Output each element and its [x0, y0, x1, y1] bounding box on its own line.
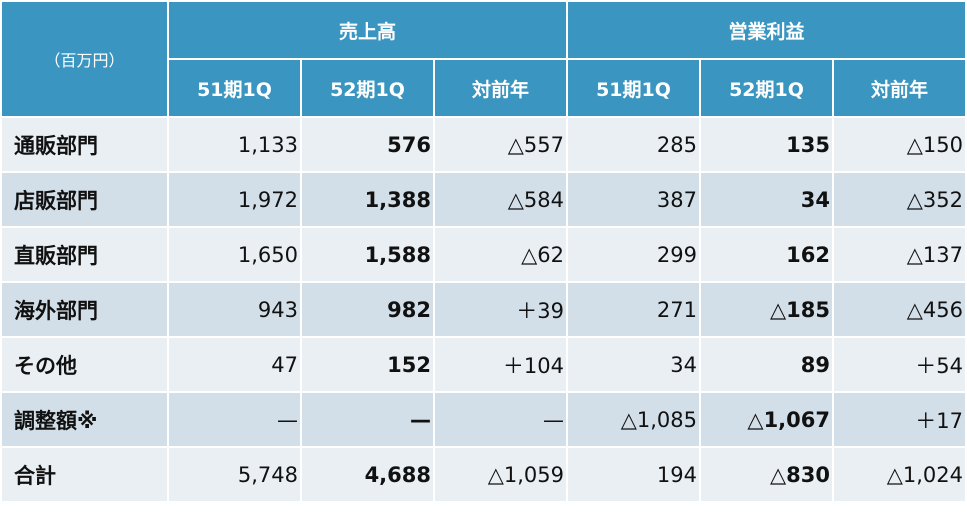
cell: 387 [568, 173, 699, 226]
table-body: 通販部門 1,133 576 △557 285 135 △150 店販部門 1,972 1,388… [2, 118, 965, 501]
row-label: 合計 [2, 448, 167, 501]
cell: ＋54 [834, 338, 965, 391]
data-row: 調整額※ — — — △1,085 △1,067 ＋17 [2, 393, 965, 446]
group-header: 営業利益 [568, 2, 965, 58]
cell: 4,688 [302, 448, 433, 501]
cell: 982 [302, 283, 433, 336]
column-header: 対前年 [435, 60, 566, 116]
column-header: 51期1Q [169, 60, 300, 116]
cell: △557 [435, 118, 566, 171]
cell: △1,067 [701, 393, 832, 446]
cell: 162 [701, 228, 832, 281]
data-row: 海外部門 943 982 ＋39 271 △185 △456 [2, 283, 965, 336]
column-header: 51期1Q [568, 60, 699, 116]
data-row: 合計 5,748 4,688 △1,059 194 △830 △1,024 [2, 448, 965, 501]
header-row: （百万円） 売上高 営業利益 [2, 2, 965, 116]
row-label: 通販部門 [2, 118, 167, 171]
cell: — [435, 393, 566, 446]
cell: 152 [302, 338, 433, 391]
cell: 299 [568, 228, 699, 281]
cell: △1,059 [435, 448, 566, 501]
cell: 1,133 [169, 118, 300, 171]
group-header: 売上高 [169, 2, 566, 58]
cell: 576 [302, 118, 433, 171]
cell: △185 [701, 283, 832, 336]
cell: 47 [169, 338, 300, 391]
data-row: 店販部門 1,972 1,388 △584 387 34 △352 [2, 173, 965, 226]
cell: △1,085 [568, 393, 699, 446]
cell: 1,388 [302, 173, 433, 226]
cell: 34 [568, 338, 699, 391]
row-label: 直販部門 [2, 228, 167, 281]
cell: 1,650 [169, 228, 300, 281]
cell: ＋104 [435, 338, 566, 391]
data-row: 通販部門 1,133 576 △557 285 135 △150 [2, 118, 965, 171]
cell: 5,748 [169, 448, 300, 501]
cell: △150 [834, 118, 965, 171]
unit-label: （百万円） [2, 2, 167, 116]
cell: △456 [834, 283, 965, 336]
cell: 89 [701, 338, 832, 391]
cell: △584 [435, 173, 566, 226]
cell: △1,024 [834, 448, 965, 501]
cell: 34 [701, 173, 832, 226]
cell: — [302, 393, 433, 446]
cell: 1,588 [302, 228, 433, 281]
cell: ＋39 [435, 283, 566, 336]
cell: 194 [568, 448, 699, 501]
cell: △137 [834, 228, 965, 281]
data-row: 直販部門 1,650 1,588 △62 299 162 △137 [2, 228, 965, 281]
header-row: 51期1Q 52期1Q 対前年 51期1Q 52期1Q 対前年 [2, 60, 965, 116]
cell: △62 [435, 228, 566, 281]
column-header: 対前年 [834, 60, 965, 116]
cell: △352 [834, 173, 965, 226]
row-label: 店販部門 [2, 173, 167, 226]
row-label: 海外部門 [2, 283, 167, 336]
cell: 271 [568, 283, 699, 336]
data-row: その他 47 152 ＋104 34 89 ＋54 [2, 338, 965, 391]
row-label: 調整額※ [2, 393, 167, 446]
column-header: 52期1Q [302, 60, 433, 116]
cell: 135 [701, 118, 832, 171]
cell: ＋17 [834, 393, 965, 446]
cell: — [169, 393, 300, 446]
cell: △830 [701, 448, 832, 501]
cell: 285 [568, 118, 699, 171]
column-header: 52期1Q [701, 60, 832, 116]
cell: 943 [169, 283, 300, 336]
results-table: （百万円） 売上高 営業利益 51期1Q 52期1Q 対前年 51期1Q 52期1Q 対前年… [2, 2, 965, 501]
cell: 1,972 [169, 173, 300, 226]
row-label: その他 [2, 338, 167, 391]
